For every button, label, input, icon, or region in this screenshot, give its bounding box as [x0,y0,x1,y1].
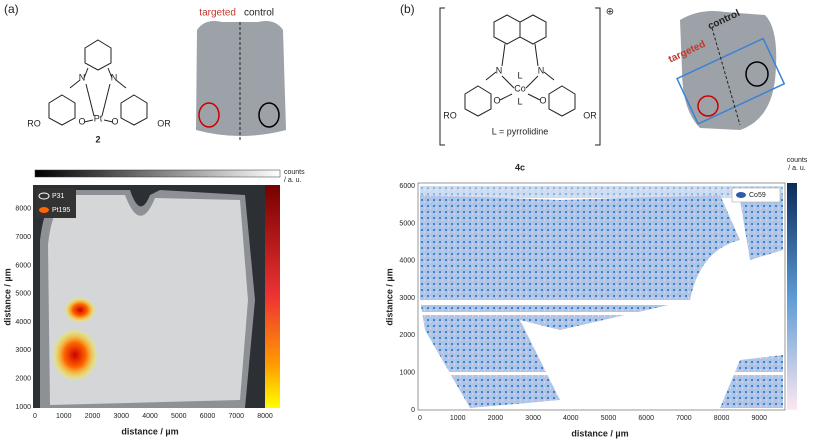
x-tick-label: 4000 [563,415,579,422]
atom-label: O [111,116,118,126]
colorbar [34,169,281,178]
y-tick-label: 4000 [15,319,31,326]
x-axis-label: distance / µm [571,428,628,438]
y-axis-label: distance / µm [2,268,12,325]
x-tick-label: 5000 [601,415,617,422]
control: control [244,8,274,19]
legend [731,187,781,203]
targeted: targeted [199,8,236,19]
divider [711,27,741,126]
y-tick-label: 7000 [15,234,31,241]
atom-label: N [496,65,503,75]
y-tick-label: 1000 [399,370,415,377]
y-tick-label: 1000 [15,404,31,411]
x-tick-label: 7000 [228,413,244,420]
charge: ⊕ [606,7,614,18]
tissue [196,21,286,136]
x-tick-label: 2000 [85,413,101,420]
panel-label: (a) [4,2,19,16]
atom-label: RO [27,118,41,128]
y-tick-label: 5000 [399,220,415,227]
atom-label: N [79,72,86,82]
x-axis-label: distance / µm [121,426,178,436]
unit: counts [787,157,808,164]
x-tick-label: 3000 [113,413,129,420]
panel-a: (a) 2 targeted control P31 Pt195 counts … [2,2,305,436]
y-tick-label: 0 [411,407,415,414]
roi [697,95,719,117]
x-tick-label: 2000 [488,415,504,422]
atom-label: OR [583,110,597,120]
x-tick-label: 6000 [200,413,216,420]
atom-label: N [538,65,545,75]
roi [258,102,280,128]
compound-number: 2 [95,134,100,144]
x-tick-label: 0 [418,415,422,422]
panel-label: (b) [400,2,415,16]
atom-label: L [517,70,522,80]
y-tick-label: 6000 [15,262,31,269]
unit: / a. u. [788,165,806,172]
roi [745,61,769,87]
y-tick-label: 3000 [399,295,415,302]
x-tick-label: 6000 [638,415,654,422]
panel-b: (b) ⊕ L = pyrrolidine 4c targeted contro… [384,2,807,438]
atom-label: O [539,95,546,105]
y-tick-label: 6000 [399,183,415,190]
x-tick-label: 5000 [171,413,187,420]
atom-label: RO [443,110,457,120]
x-tick-label: 4000 [142,413,158,420]
ligand: L = pyrrolidine [492,126,548,136]
roi-box [676,37,786,125]
x-tick-label: 1000 [56,413,72,420]
unit: / a. u. [284,177,302,184]
tissue [680,11,777,130]
legend-label: P31 [52,193,65,200]
y-tick-label: 5000 [15,291,31,298]
y-axis-label: distance / µm [384,268,394,325]
bracket [439,7,601,146]
y-tick-label: 2000 [15,376,31,383]
x-tick-label: 8000 [714,415,730,422]
unit: counts [284,169,305,176]
colorbar [787,183,797,410]
x-tick-label: 1000 [450,415,466,422]
x-tick-label: 8000 [257,413,273,420]
x-tick-label: 3000 [525,415,541,422]
x-tick-label: 0 [33,413,37,420]
y-tick-label: 3000 [15,347,31,354]
atom-label: Co [514,83,526,93]
atom-label: Pt [94,113,103,123]
atom-label: OR [157,118,171,128]
colorbar [265,185,280,408]
y-tick-label: 8000 [15,206,31,213]
x-tick-label: 9000 [752,415,768,422]
y-tick-label: 4000 [399,258,415,265]
atom-label: O [78,116,85,126]
roi [198,102,220,128]
x-tick-label: 7000 [676,415,692,422]
legend-label: Co59 [749,192,766,199]
structure [464,14,576,117]
atom-label: N [111,72,118,82]
structure [48,39,148,126]
atom-label: O [493,95,500,105]
atom-label: L [517,96,522,106]
compound-number: 4c [515,162,525,172]
legend-label: Pt195 [52,207,70,214]
y-tick-label: 2000 [399,332,415,339]
